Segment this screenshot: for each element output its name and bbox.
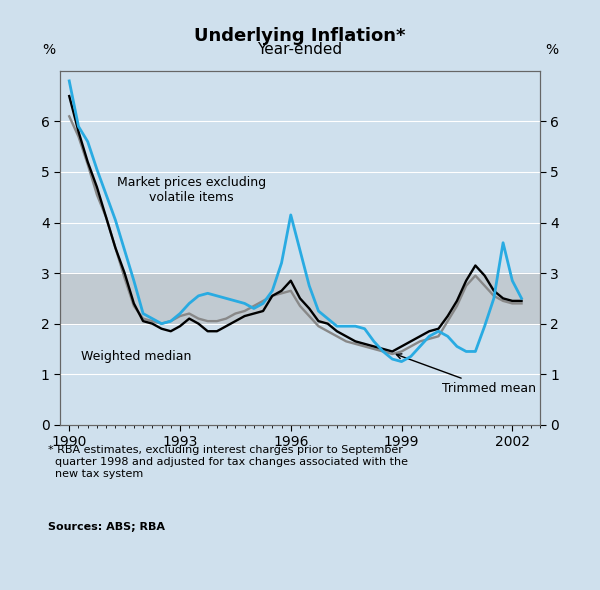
Text: Market prices excluding
volatile items: Market prices excluding volatile items <box>116 176 266 204</box>
Text: Weighted median: Weighted median <box>80 350 191 363</box>
Text: %: % <box>42 42 55 57</box>
Text: * RBA estimates, excluding interest charges prior to September
  quarter 1998 an: * RBA estimates, excluding interest char… <box>48 445 408 478</box>
Text: Underlying Inflation*: Underlying Inflation* <box>194 27 406 45</box>
Text: %: % <box>545 42 558 57</box>
Text: Trimmed mean: Trimmed mean <box>397 354 536 395</box>
Text: Sources: ABS; RBA: Sources: ABS; RBA <box>48 522 165 532</box>
Text: Year-ended: Year-ended <box>257 42 343 57</box>
Bar <box>60 273 540 324</box>
